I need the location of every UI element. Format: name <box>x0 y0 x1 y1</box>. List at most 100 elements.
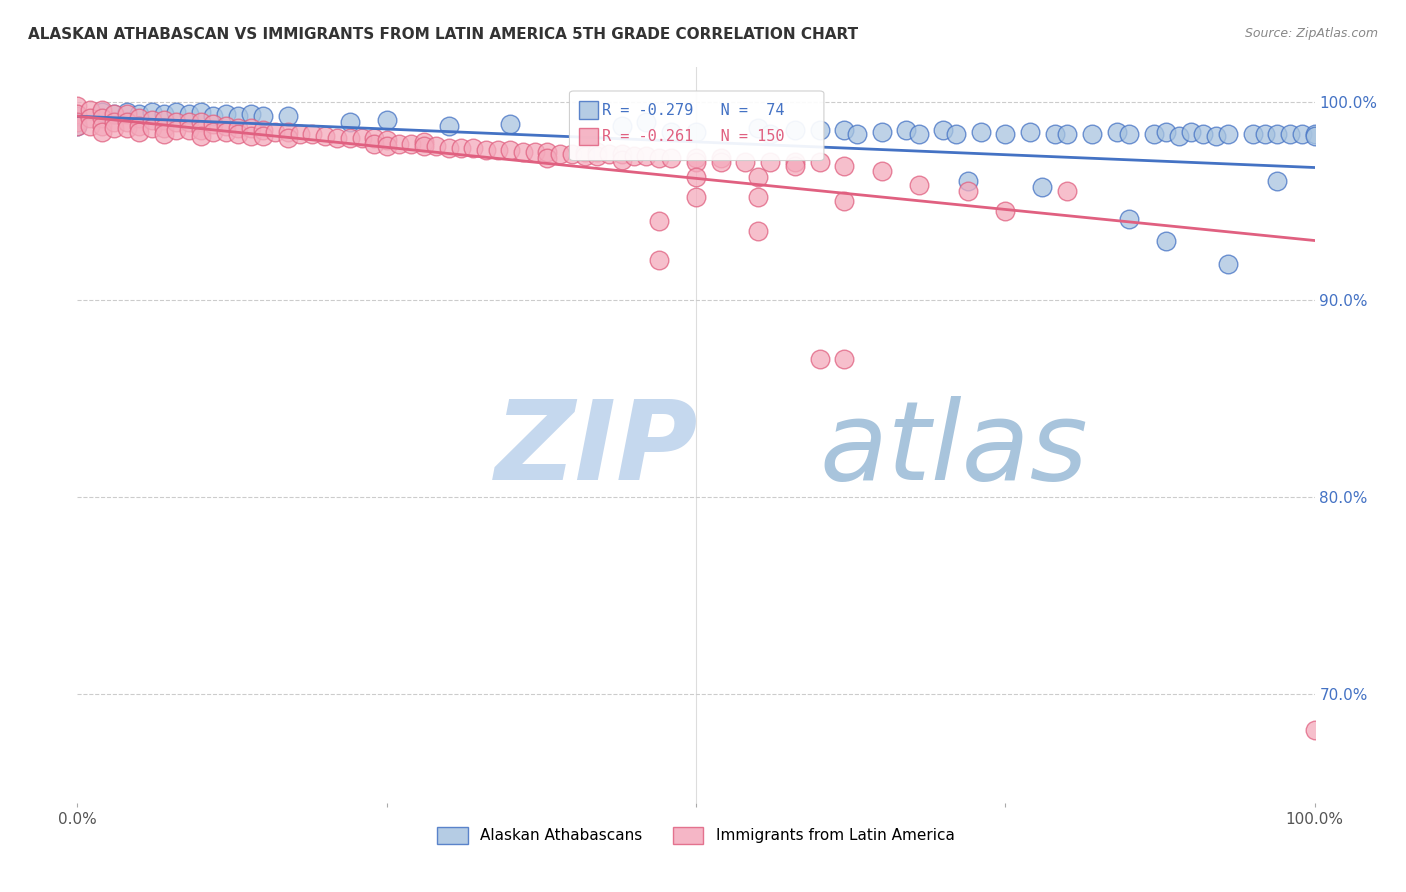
Point <box>610 119 633 133</box>
Point <box>548 146 571 161</box>
Point <box>239 121 262 136</box>
Point <box>128 107 150 121</box>
Point <box>1056 127 1078 141</box>
Point <box>1118 211 1140 226</box>
Point <box>1267 174 1289 188</box>
Point <box>659 151 682 165</box>
Point <box>252 128 274 143</box>
Point <box>759 127 782 141</box>
Point <box>141 121 163 136</box>
Point <box>277 109 299 123</box>
Point <box>103 107 125 121</box>
Point <box>401 136 423 151</box>
Point <box>177 115 200 129</box>
Point <box>79 103 101 118</box>
Point <box>115 107 138 121</box>
Point <box>870 164 893 178</box>
Point <box>994 203 1017 218</box>
Point <box>79 112 101 126</box>
Point <box>994 127 1017 141</box>
Point <box>1303 127 1326 141</box>
Point <box>103 115 125 129</box>
Point <box>685 154 707 169</box>
Point <box>165 105 187 120</box>
Point <box>1267 127 1289 141</box>
Point <box>177 123 200 137</box>
Point <box>710 151 733 165</box>
Point <box>190 128 212 143</box>
Point <box>363 136 385 151</box>
Point <box>783 154 806 169</box>
Point <box>165 123 187 137</box>
Point <box>103 107 125 121</box>
Text: ALASKAN ATHABASCAN VS IMMIGRANTS FROM LATIN AMERICA 5TH GRADE CORRELATION CHART: ALASKAN ATHABASCAN VS IMMIGRANTS FROM LA… <box>28 27 858 42</box>
Point <box>215 125 238 139</box>
Point <box>710 154 733 169</box>
Point <box>215 119 238 133</box>
Point <box>339 131 361 145</box>
Point <box>759 154 782 169</box>
Point <box>574 149 596 163</box>
Text: Source: ZipAtlas.com: Source: ZipAtlas.com <box>1244 27 1378 40</box>
Point <box>190 115 212 129</box>
Point <box>326 131 349 145</box>
Point <box>834 194 856 208</box>
Point <box>969 125 991 139</box>
Point <box>586 145 609 159</box>
Point <box>288 127 311 141</box>
Point <box>412 138 434 153</box>
Point <box>1105 125 1128 139</box>
Point <box>1043 127 1066 141</box>
Point <box>586 149 609 163</box>
Point <box>685 125 707 139</box>
Point <box>153 113 176 128</box>
Point <box>66 119 89 133</box>
Point <box>1291 127 1313 141</box>
Point <box>375 113 398 128</box>
Point <box>808 123 831 137</box>
Point <box>215 107 238 121</box>
Point <box>1303 723 1326 737</box>
Point <box>512 145 534 159</box>
Point <box>91 112 114 126</box>
Point <box>907 127 929 141</box>
Point <box>685 170 707 185</box>
Point <box>1216 257 1239 271</box>
Point <box>1241 127 1264 141</box>
Point <box>226 127 249 141</box>
Point <box>499 117 522 131</box>
Point <box>363 131 385 145</box>
Point <box>239 107 262 121</box>
Point <box>1303 128 1326 143</box>
Point <box>66 115 89 129</box>
Point <box>907 178 929 193</box>
Point <box>1167 128 1189 143</box>
Point <box>747 170 769 185</box>
Point <box>648 214 671 228</box>
Point <box>536 151 558 165</box>
Point <box>945 127 967 141</box>
Point <box>610 146 633 161</box>
Point <box>1143 127 1166 141</box>
Point <box>1192 127 1215 141</box>
Point <box>190 123 212 137</box>
Point <box>957 174 980 188</box>
Point <box>375 133 398 147</box>
Point <box>412 135 434 149</box>
Point <box>1205 128 1227 143</box>
Point <box>91 119 114 133</box>
Point <box>264 125 287 139</box>
Text: ZIP: ZIP <box>495 396 699 503</box>
Point <box>1180 125 1202 139</box>
Point <box>734 154 756 169</box>
Point <box>834 159 856 173</box>
Point <box>141 105 163 120</box>
Point <box>190 105 212 120</box>
Point <box>536 145 558 159</box>
Point <box>1118 127 1140 141</box>
Point <box>153 127 176 141</box>
Point <box>747 190 769 204</box>
Point <box>648 151 671 165</box>
Point <box>202 117 225 131</box>
Point <box>1154 234 1177 248</box>
